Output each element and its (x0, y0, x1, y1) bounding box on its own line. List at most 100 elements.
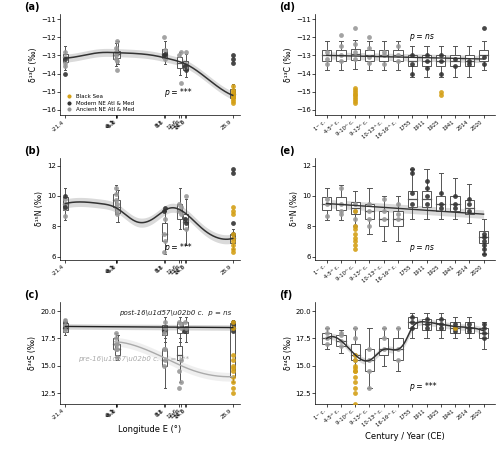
Point (229, 318, 237, 326)
Bar (162, 326, 167, 335)
Point (351, 86, 359, 94)
Point (182, 192, 190, 200)
Point (351, 95, 359, 103)
Point (351, 88, 359, 95)
Point (112, 203, 120, 210)
Point (161, 324, 169, 331)
Point (437, 324, 445, 331)
Bar (336, 197, 345, 210)
Point (229, 59, 237, 66)
Point (366, 357, 374, 364)
Point (480, 25, 488, 32)
Point (229, 165, 237, 172)
Bar (63, 323, 68, 332)
Point (451, 327, 459, 335)
Point (114, 353, 122, 360)
Point (437, 70, 445, 77)
Point (161, 50, 169, 57)
Point (229, 203, 237, 210)
Point (394, 346, 402, 353)
Y-axis label: δ¹⁵N (‰): δ¹⁵N (‰) (35, 191, 44, 227)
Point (229, 211, 237, 218)
Point (114, 66, 122, 74)
Point (351, 226, 359, 233)
Point (174, 384, 182, 391)
Point (229, 365, 237, 372)
Point (337, 211, 345, 218)
Text: (f): (f) (280, 291, 292, 301)
Point (112, 55, 120, 63)
Bar (479, 50, 488, 61)
Point (351, 362, 359, 370)
Point (177, 321, 185, 328)
Point (114, 37, 122, 44)
Bar (114, 339, 118, 350)
Point (174, 52, 182, 59)
Point (351, 99, 359, 106)
Point (480, 246, 488, 253)
Point (322, 195, 330, 202)
Point (351, 222, 359, 230)
Bar (162, 350, 167, 366)
Point (437, 92, 445, 99)
Point (480, 324, 488, 331)
Point (229, 92, 237, 99)
Bar (464, 55, 474, 66)
Point (112, 335, 120, 342)
Bar (394, 339, 402, 360)
Point (160, 54, 168, 61)
Bar (450, 55, 460, 66)
Point (422, 185, 430, 192)
Point (62, 212, 70, 219)
Point (337, 342, 345, 350)
Point (229, 321, 237, 328)
Point (480, 233, 488, 241)
Bar (184, 214, 188, 229)
Point (366, 384, 374, 391)
Point (351, 368, 359, 375)
Bar (63, 197, 68, 210)
Point (408, 169, 416, 177)
Point (351, 373, 359, 380)
Point (451, 200, 459, 207)
Text: (c): (c) (24, 291, 39, 301)
Point (408, 165, 416, 172)
Point (466, 321, 473, 328)
Point (351, 97, 359, 104)
Point (351, 324, 359, 331)
Point (437, 88, 445, 95)
Point (437, 200, 445, 207)
Point (480, 335, 488, 342)
Point (408, 313, 416, 320)
Point (177, 211, 185, 218)
Point (229, 351, 237, 359)
Bar (114, 52, 118, 59)
Point (351, 241, 359, 248)
Point (229, 368, 237, 375)
Point (174, 368, 182, 375)
Point (380, 346, 388, 353)
Point (451, 55, 459, 63)
Bar (322, 50, 332, 61)
Point (408, 52, 416, 59)
Point (366, 368, 374, 375)
Point (380, 215, 388, 222)
Point (422, 321, 430, 328)
Point (229, 55, 237, 63)
Point (112, 52, 120, 59)
Y-axis label: δ¹³C (‰): δ¹³C (‰) (284, 47, 294, 82)
Bar (178, 346, 182, 360)
Point (62, 59, 70, 66)
Point (229, 362, 237, 370)
Point (480, 230, 488, 237)
Bar (379, 211, 388, 226)
Point (177, 357, 185, 364)
Point (380, 335, 388, 342)
Point (351, 351, 359, 359)
Point (62, 54, 70, 61)
Bar (336, 50, 345, 61)
Point (380, 52, 388, 59)
Point (182, 61, 190, 68)
Point (160, 34, 168, 41)
Bar (63, 54, 68, 62)
